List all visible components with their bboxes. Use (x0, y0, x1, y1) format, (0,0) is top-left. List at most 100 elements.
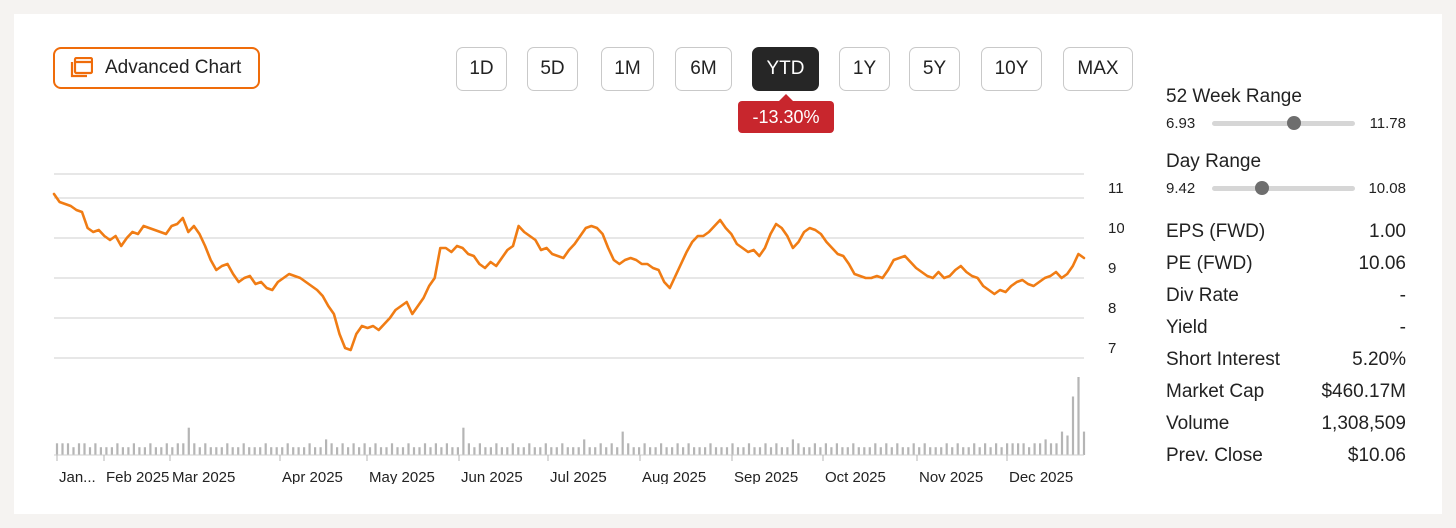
volume-bar (401, 447, 405, 455)
volume-bar (940, 447, 943, 455)
volume-bar (764, 443, 767, 455)
volume-bar (165, 443, 168, 455)
stat-label: Short Interest (1166, 349, 1281, 370)
volume-bar (193, 443, 196, 455)
y-tick-label: 8 (1108, 300, 1116, 317)
volume-bar (555, 447, 558, 455)
volume-bar (693, 447, 696, 455)
volume-bar (841, 447, 844, 455)
volume-bar (753, 447, 756, 455)
volume-bar (1055, 443, 1058, 455)
stat-value: 1.00 (1369, 221, 1406, 242)
day-range-knob (1255, 180, 1270, 195)
stat-row: PE (FWD) 10.06 (1166, 248, 1406, 280)
volume-bar (423, 443, 427, 455)
stat-label: Div Rate (1166, 285, 1239, 306)
stat-label: Prev. Close (1166, 445, 1263, 466)
x-tick-label: Nov 2025 (919, 469, 983, 484)
y-tick-label: 11 (1108, 180, 1124, 197)
volume-bar (72, 447, 75, 455)
day-high: 10.08 (1368, 179, 1406, 197)
volume-bar (566, 447, 569, 455)
volume-bar (868, 447, 871, 455)
volume-bar (143, 447, 146, 455)
volume-bar (467, 443, 470, 455)
volume-bar (270, 447, 273, 455)
volume-bar (577, 447, 580, 455)
range-button-max[interactable]: MAX (1063, 47, 1133, 91)
volume-bar (308, 443, 311, 455)
stat-value: 10.06 (1358, 253, 1406, 274)
range-button-1y[interactable]: 1Y (839, 47, 890, 91)
volume-bar (846, 447, 849, 455)
volume-bar (292, 447, 295, 455)
volume-bar (1060, 431, 1064, 455)
volume-bar (1071, 396, 1075, 455)
advanced-chart-button[interactable]: Advanced Chart (53, 47, 260, 89)
volume-bar (863, 447, 866, 455)
volume-bar (347, 447, 350, 455)
volume-bar (66, 443, 70, 455)
volume-bar (303, 447, 306, 455)
range-button-5d[interactable]: 5D (527, 47, 578, 91)
volume-bar (187, 427, 190, 455)
volume-bar (627, 443, 630, 455)
chart-windows-icon (69, 56, 94, 79)
stat-label: Volume (1166, 413, 1230, 434)
range-button-ytd[interactable]: YTD (752, 47, 819, 91)
volume-bar (1082, 431, 1086, 455)
y-tick-label: 9 (1108, 260, 1116, 277)
volume-bar (984, 443, 987, 455)
volume-bar (797, 443, 800, 455)
volume-bar (874, 443, 877, 455)
volume-bar (506, 447, 509, 455)
volume-bar (242, 443, 245, 455)
x-tick-label: Jun 2025 (461, 469, 523, 484)
volume-bar (204, 443, 207, 455)
volume-bar (160, 447, 163, 455)
volume-bar (1006, 443, 1009, 455)
volume-bar (418, 447, 421, 455)
volume-bar (550, 447, 553, 455)
x-tick-label: May 2025 (369, 469, 435, 484)
price-chart: 7 8 9 10 11 Jan... Feb 2025 Mar 2025 Apr 2025 May… (52, 173, 1124, 484)
volume-bar (88, 447, 92, 455)
volume-bar (336, 447, 339, 455)
volume-bar (819, 447, 822, 455)
range-button-5y[interactable]: 5Y (909, 47, 960, 91)
volume-bar (709, 443, 712, 455)
volume-bar (1022, 443, 1025, 455)
volume-bar (149, 443, 152, 455)
ytd-change-badge: -13.30% (738, 94, 834, 133)
volume-bar (264, 443, 267, 455)
advanced-chart-label: Advanced Chart (105, 57, 242, 78)
volume-bar (99, 447, 102, 455)
volume-bar (121, 447, 124, 455)
range-button-6m[interactable]: 6M (675, 47, 732, 91)
stat-row: Yield - (1166, 312, 1406, 344)
volume-bar (896, 443, 899, 455)
x-tick-label: Jan... (59, 469, 96, 484)
volume-bar (599, 443, 602, 455)
stat-value: - (1399, 317, 1406, 338)
volume-bar (83, 443, 86, 455)
volume-bar (445, 443, 448, 455)
volume-bar (698, 447, 701, 455)
volume-bar (945, 443, 948, 455)
volume-bar (517, 447, 520, 455)
volume-bar (275, 447, 278, 455)
range-button-10y[interactable]: 10Y (981, 47, 1042, 91)
volume-bar (835, 443, 838, 455)
volume-bar (105, 447, 108, 455)
volume-bar (720, 447, 723, 455)
volume-bar (643, 443, 646, 455)
range-button-1m[interactable]: 1M (601, 47, 654, 91)
range-button-1d[interactable]: 1D (456, 47, 507, 91)
y-tick-label: 7 (1108, 340, 1116, 357)
volume-bar (374, 443, 377, 455)
volume-bar (286, 443, 289, 455)
stat-value: $10.06 (1347, 445, 1406, 466)
day-range-title: Day Range (1166, 151, 1262, 172)
stat-value: $460.17M (1321, 381, 1406, 402)
volume-bar (561, 443, 564, 455)
